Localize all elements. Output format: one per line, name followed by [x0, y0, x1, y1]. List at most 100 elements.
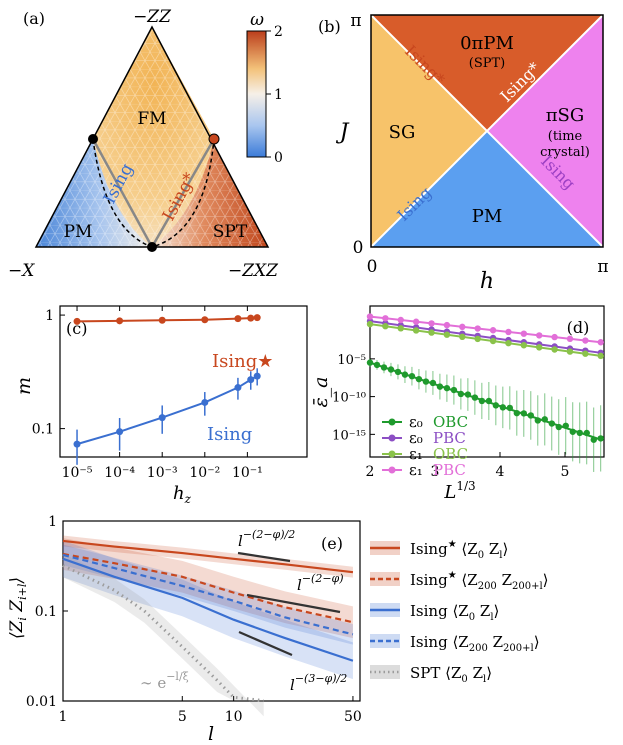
x-tick-label: 5 — [561, 464, 570, 480]
legend-bc: PBC — [433, 429, 466, 447]
annotation-power-law: l−(3−φ)/2 — [290, 672, 347, 694]
series-line — [62, 552, 354, 624]
data-point — [520, 410, 528, 417]
legend: ε₀ OBC ε₀ PBC ε₁ OBC ε₁ PBC — [382, 413, 468, 479]
panel-label-d: (d) — [567, 318, 590, 337]
data-point — [429, 379, 437, 387]
data-point — [520, 330, 528, 337]
panel-b-frame — [370, 14, 604, 248]
data-point — [536, 344, 543, 351]
legend-marker — [388, 418, 396, 426]
data-point — [380, 364, 388, 371]
legend-entry: Ising ⟨Z200 Z200+l⟩ — [410, 633, 540, 654]
x-axis-label: h — [480, 269, 494, 294]
data-point — [597, 435, 604, 442]
x-tick-label: 10 — [225, 709, 243, 725]
panel-b: (b) 0πPM (SPT) SG πSG (time crystal) PM … — [318, 11, 609, 294]
legend-bc: PBC — [433, 461, 466, 479]
legend-entry: Ising ⟨Z0 Zl⟩ — [410, 602, 499, 623]
legend-swatch — [370, 634, 400, 648]
series-line — [62, 553, 354, 636]
data-point — [397, 316, 404, 324]
data-point — [247, 376, 255, 384]
x-tick-label: 1 — [59, 709, 68, 725]
series-line — [62, 539, 354, 574]
x-ticks: 10⁻⁵ 10⁻⁴ 10⁻³ 10⁻² 10⁻¹ 0.1 1 — [32, 306, 263, 481]
data-point — [382, 323, 389, 330]
data-point — [555, 423, 562, 431]
y-tick-label: 10⁻¹⁵ — [332, 428, 366, 443]
panel-c: (c) m hz Ising★ Ising 10⁻⁵ 10⁻⁴ 10⁻³ 10⁻² 10… — [13, 305, 308, 506]
x-axis-label: hz — [173, 483, 192, 506]
data-point — [428, 320, 435, 327]
data-point — [394, 368, 402, 376]
data-point — [234, 384, 242, 392]
region-top — [371, 15, 603, 131]
data-point — [443, 321, 451, 329]
legend-symbol: ε₀ — [409, 429, 423, 447]
data-point — [397, 325, 404, 332]
region-bottom-label: PM — [472, 206, 503, 227]
x-tick-zero: 0 — [367, 257, 378, 277]
data-point — [116, 428, 124, 436]
corner-right: −ZXZ — [228, 261, 279, 281]
data-point — [536, 332, 543, 339]
legend-marker — [388, 466, 396, 474]
data-point — [485, 397, 493, 405]
axis-ticks: 2 3 4 5 10⁻⁵ 10⁻¹⁰ 10⁻¹⁵ — [332, 353, 569, 480]
colorbar-tick-label: 0 — [274, 150, 283, 166]
data-point — [590, 436, 597, 443]
data-point — [551, 346, 558, 353]
fit-line — [369, 361, 602, 441]
legend: Ising★ ⟨Z0 Zl⟩ Ising★ ⟨Z200 Z200+l⟩ Isin… — [370, 539, 549, 685]
data-point — [253, 372, 261, 380]
legend-bc: OBC — [433, 445, 468, 463]
region-right-label: πSG — [546, 105, 585, 126]
legend-symbol: ε₁ — [409, 445, 423, 463]
y-tick-label: 10⁻⁵ — [337, 353, 366, 368]
data-point — [234, 315, 242, 323]
data-point — [158, 316, 166, 324]
guide-line — [238, 630, 293, 657]
panel-label-a: (a) — [23, 9, 45, 28]
data-point — [551, 333, 558, 341]
corner-left: −X — [8, 261, 35, 281]
guide-line — [246, 593, 341, 614]
diagonal-line — [370, 14, 604, 248]
y-tick-label: 0.01 — [26, 694, 57, 710]
confidence-band — [63, 538, 353, 639]
axis-ticks: 1 5 10 50 0.01 0.1 1 — [26, 514, 362, 725]
region-right-sublabel: crystal) — [540, 145, 590, 160]
annotation-power-law: l−(2−φ) — [297, 572, 344, 594]
series-label-ising-star: Ising★ — [212, 351, 273, 372]
data-point — [73, 440, 81, 448]
data-point — [201, 398, 209, 406]
data-point — [158, 414, 166, 422]
legend-marker — [388, 434, 396, 442]
x-tick-label: 10⁻¹ — [232, 465, 263, 481]
data-point — [201, 316, 209, 324]
data-point — [412, 318, 420, 325]
annotation-exponential: ∼ e−l/ξ — [140, 670, 189, 692]
legend-entry: Ising★ ⟨Z200 Z200+l⟩ — [410, 570, 549, 592]
data-point — [415, 375, 423, 383]
legend-bc: OBC — [433, 413, 468, 431]
data-point — [443, 384, 451, 392]
guide-line — [237, 551, 291, 563]
critical-point-bottom — [147, 242, 157, 252]
data-point — [382, 315, 389, 322]
data-point — [489, 337, 497, 345]
data-point — [73, 317, 81, 325]
fit-line — [369, 315, 601, 344]
data-point — [457, 390, 465, 398]
data-point — [582, 337, 589, 344]
data-point — [474, 335, 481, 343]
data-point — [597, 352, 604, 360]
data-point — [428, 329, 435, 336]
y-tick-label: 0.1 — [35, 604, 57, 620]
data-point — [492, 402, 500, 409]
data-point — [366, 313, 374, 320]
data-point — [520, 342, 528, 349]
data-point — [408, 372, 416, 380]
colorbar-tick-label: 2 — [274, 24, 283, 40]
